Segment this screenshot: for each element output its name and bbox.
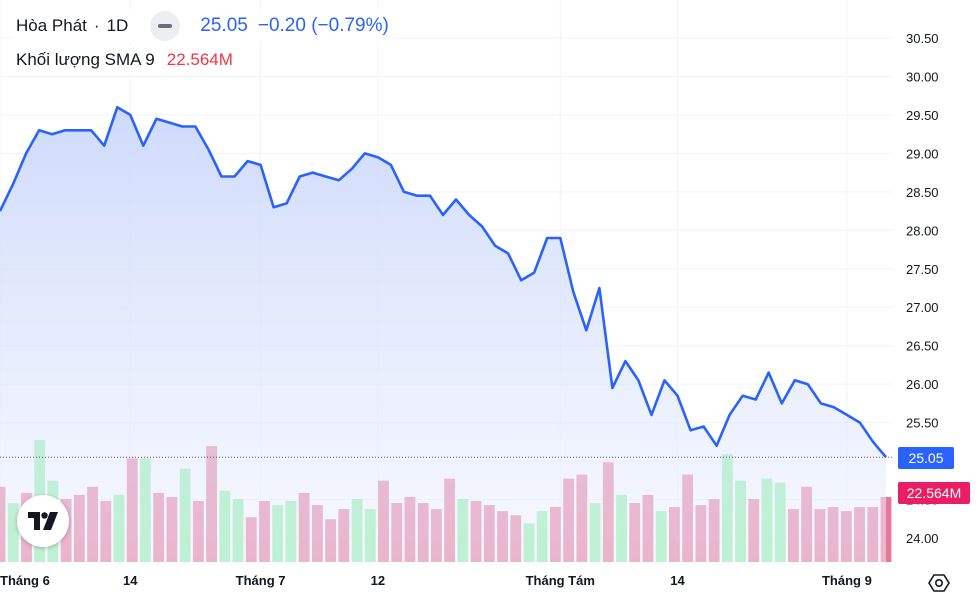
y-tick-label: 26.50 — [906, 339, 939, 354]
volume-indicator-label[interactable]: Khối lượng SMA 9 — [16, 50, 155, 69]
price-line — [0, 105, 887, 459]
y-tick-label: 30.00 — [906, 69, 939, 84]
hide-eye-icon[interactable] — [150, 11, 181, 41]
settings-hexagon-icon[interactable] — [928, 572, 950, 594]
price-change: −0.20 (−0.79%) — [257, 15, 389, 36]
volume-legend: Khối lượng SMA 9 22.564M — [12, 46, 237, 74]
y-tick-label: 27.50 — [906, 262, 939, 277]
time-axis[interactable]: Tháng 6 14 Tháng 7 12 Tháng Tám 14 Tháng 9 — [0, 565, 978, 600]
y-tick-label: 24.00 — [906, 531, 939, 546]
x-tick-label: Tháng 7 — [236, 573, 286, 588]
y-tick-label: 28.50 — [906, 185, 939, 200]
price-area — [0, 105, 893, 562]
last-price: 25.05 — [200, 15, 248, 36]
tradingview-logo[interactable] — [17, 495, 69, 547]
price-axis-bg — [893, 0, 978, 565]
volume-value: 22.564M — [166, 50, 233, 69]
legend-separator: · — [93, 16, 100, 35]
x-tick-label: 12 — [371, 573, 385, 588]
area-fill — [0, 107, 886, 562]
interval-label[interactable]: 1D — [106, 16, 129, 35]
y-tick-label: 30.50 — [906, 31, 939, 46]
y-tick-label: 29.00 — [906, 146, 939, 161]
y-tick-label: 27.00 — [906, 300, 939, 315]
x-tick-label: 14 — [123, 573, 138, 588]
y-tick-label: 25.50 — [906, 416, 939, 431]
symbol-name[interactable]: Hòa Phát — [16, 16, 87, 35]
y-tick-label: 29.50 — [906, 108, 939, 123]
symbol-legend: Hòa Phát · 1D 25.05 −0.20 (−0.79%) — [12, 10, 393, 42]
y-tick-label: 28.00 — [906, 223, 939, 238]
x-tick-label: Tháng Tám — [526, 573, 595, 588]
x-tick-label: Tháng 9 — [822, 573, 872, 588]
y-tick-label: 26.00 — [906, 377, 939, 392]
time-axis-bg — [0, 565, 978, 600]
x-tick-label: 14 — [670, 573, 685, 588]
volume-tag: 22.564M — [898, 482, 970, 504]
last-price-tag: 25.05 — [898, 447, 954, 469]
x-tick-label: Tháng 6 — [0, 573, 50, 588]
price-axis[interactable]: 30.50 30.00 29.50 29.00 28.50 28.00 27.50 27.00… — [893, 0, 978, 565]
